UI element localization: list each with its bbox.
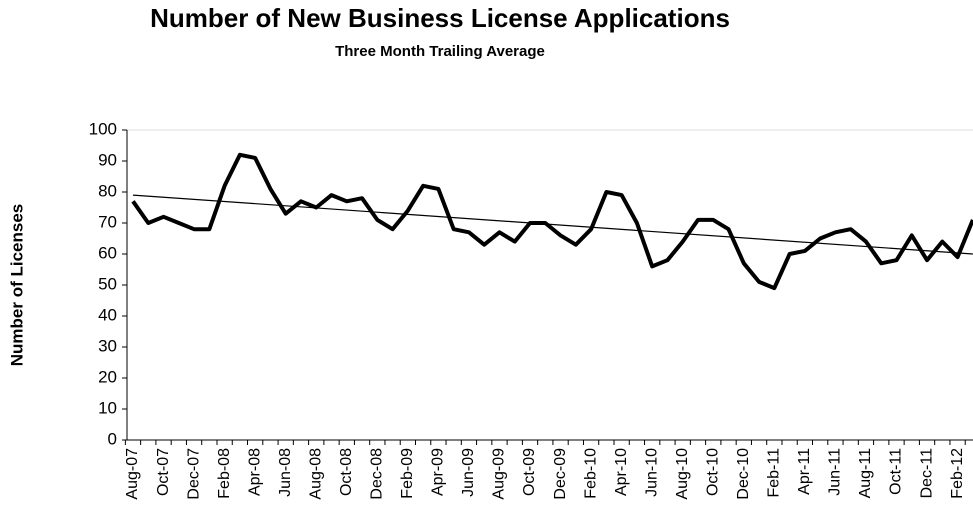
- chart-subtitle: Three Month Trailing Average: [335, 43, 545, 60]
- y-tick-label: 80: [98, 181, 117, 200]
- x-tick-label: Feb-11: [766, 448, 783, 498]
- data-line: [131, 152, 973, 291]
- x-tick-label: Aug-11: [857, 448, 874, 499]
- x-tick-label: Feb-08: [216, 448, 233, 499]
- x-tick-label: Oct-09: [521, 448, 538, 496]
- x-tick-label: Jun-10: [643, 448, 660, 497]
- x-tick-label: Dec-11: [918, 448, 935, 498]
- y-tick-label: 20: [98, 367, 117, 386]
- x-tick-label: Apr-08: [246, 448, 263, 496]
- y-tick-label: 40: [98, 305, 117, 324]
- y-tick-label: 100: [89, 119, 117, 138]
- x-tick-label: Oct-10: [704, 448, 721, 496]
- x-tick-label: Oct-07: [155, 448, 172, 496]
- x-tick-label: Aug-08: [307, 448, 324, 500]
- chart-title: Number of New Business License Applicati…: [150, 3, 730, 33]
- x-tick-label: Jun-11: [827, 448, 844, 496]
- y-tick-label: 70: [98, 212, 117, 231]
- x-tick-label: Oct-08: [338, 448, 355, 496]
- y-tick-label: 0: [108, 429, 117, 448]
- x-tick-label: Apr-11: [796, 448, 813, 495]
- x-tick-label: Jun-09: [460, 448, 477, 497]
- x-tick-label: Feb-10: [582, 448, 599, 499]
- y-tick-label: 60: [98, 243, 117, 262]
- x-tick-label: Apr-10: [613, 448, 630, 496]
- x-tick-label: Feb-12: [949, 448, 966, 499]
- y-tick-label: 90: [98, 150, 117, 169]
- x-tick-label: Aug-09: [491, 448, 508, 500]
- x-tick-label: Dec-08: [369, 448, 386, 500]
- y-tick-label: 10: [98, 398, 117, 417]
- x-tick-label: Dec-09: [552, 448, 569, 500]
- x-tick-label: Dec-07: [185, 448, 202, 500]
- trend-line: [132, 194, 973, 255]
- x-tick-label: Dec-10: [735, 448, 752, 500]
- x-tick-label: Jun-08: [277, 448, 294, 497]
- y-tick-label: 50: [98, 274, 117, 293]
- x-tick-label: Oct-11: [888, 448, 905, 495]
- x-tick-label: Aug-07: [124, 448, 141, 500]
- x-tick-label: Aug-10: [674, 448, 691, 500]
- x-tick-label: Feb-09: [399, 448, 416, 499]
- y-axis-label: Number of Licenses: [7, 204, 26, 367]
- y-tick-label: 30: [98, 336, 117, 355]
- x-tick-label: Apr-09: [430, 448, 447, 496]
